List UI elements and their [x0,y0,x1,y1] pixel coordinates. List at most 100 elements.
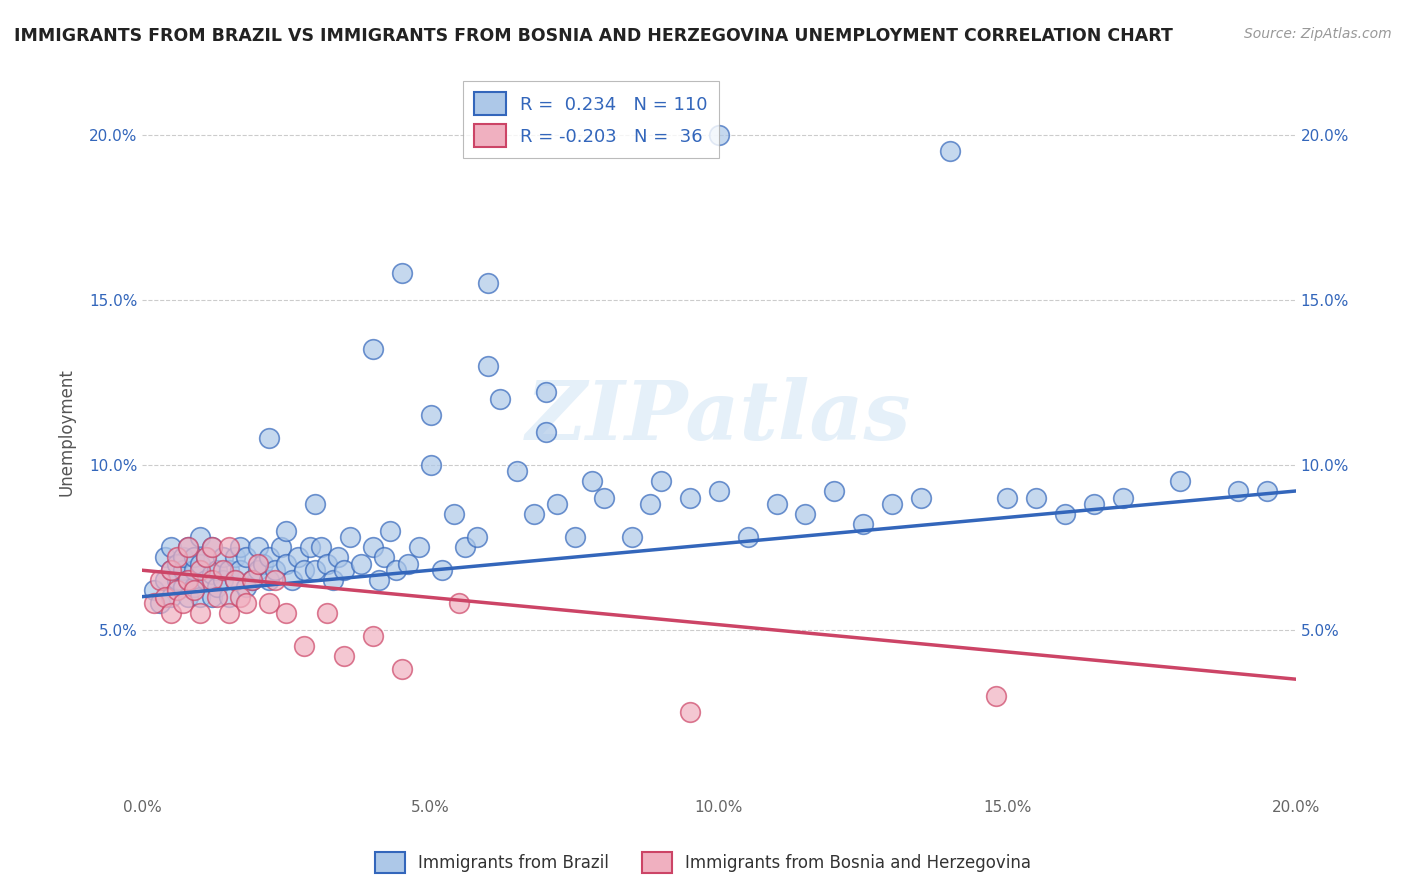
Point [465,530,488,544]
Point [188,557,211,571]
Text: Source: ZipAtlas.com: Source: ZipAtlas.com [1244,27,1392,41]
Point [477,359,499,373]
Point [707,483,730,498]
Point [229,540,252,554]
Point [177,573,200,587]
Point [391,662,413,676]
Point [361,629,384,643]
Point [679,491,702,505]
Point [650,474,672,488]
Point [1226,483,1249,498]
Point [246,557,269,571]
Point [322,573,344,587]
Point [200,540,222,554]
Point [224,573,246,587]
Point [155,573,177,587]
Point [200,540,222,554]
Point [1111,491,1133,505]
Point [149,596,172,610]
Point [995,491,1018,505]
Point [172,596,194,610]
Point [430,563,453,577]
Point [276,557,298,571]
Point [443,507,465,521]
Point [419,458,441,472]
Point [333,648,356,663]
Point [350,557,373,571]
Point [240,573,263,587]
Point [183,549,205,564]
Point [534,425,557,439]
Point [218,590,240,604]
Point [224,573,246,587]
Point [852,516,875,531]
Point [183,563,205,577]
Point [160,540,183,554]
Point [207,580,229,594]
Point [172,549,194,564]
Point [333,563,356,577]
Point [224,549,246,564]
Point [328,549,350,564]
Point [396,557,419,571]
Point [212,563,235,577]
Point [707,128,730,142]
Point [155,549,177,564]
Point [212,573,235,587]
Point [235,549,257,564]
Point [200,573,222,587]
Point [292,639,315,653]
Point [638,497,661,511]
Point [679,705,702,719]
Point [177,573,200,587]
Point [246,540,269,554]
Point [287,549,309,564]
Point [581,474,603,488]
Point [188,590,211,604]
Text: IMMIGRANTS FROM BRAZIL VS IMMIGRANTS FROM BOSNIA AND HERZEGOVINA UNEMPLOYMENT CO: IMMIGRANTS FROM BRAZIL VS IMMIGRANTS FRO… [14,27,1173,45]
Point [419,408,441,422]
Point [166,549,188,564]
Point [910,491,932,505]
Point [188,530,211,544]
Point [172,580,194,594]
Point [240,573,263,587]
Point [477,276,499,290]
Point [160,563,183,577]
Point [564,530,586,544]
Point [276,606,298,620]
Point [1053,507,1076,521]
Point [200,590,222,604]
Point [276,524,298,538]
Point [880,497,903,511]
Point [765,497,787,511]
Point [194,549,217,564]
Point [534,384,557,399]
Point [235,596,257,610]
Point [257,431,280,445]
Point [367,573,389,587]
Point [270,540,292,554]
Y-axis label: Unemployment: Unemployment [58,368,75,496]
Point [257,573,280,587]
Point [149,573,172,587]
Point [166,573,188,587]
Point [1083,497,1105,511]
Point [823,483,845,498]
Point [523,507,546,521]
Point [737,530,759,544]
Point [373,549,395,564]
Point [309,540,332,554]
Point [166,582,188,597]
Point [229,563,252,577]
Point [454,540,477,554]
Point [177,590,200,604]
Point [1025,491,1047,505]
Point [1256,483,1278,498]
Point [218,540,240,554]
Point [621,530,644,544]
Point [361,342,384,356]
Point [200,566,222,581]
Point [984,689,1007,703]
Point [264,563,287,577]
